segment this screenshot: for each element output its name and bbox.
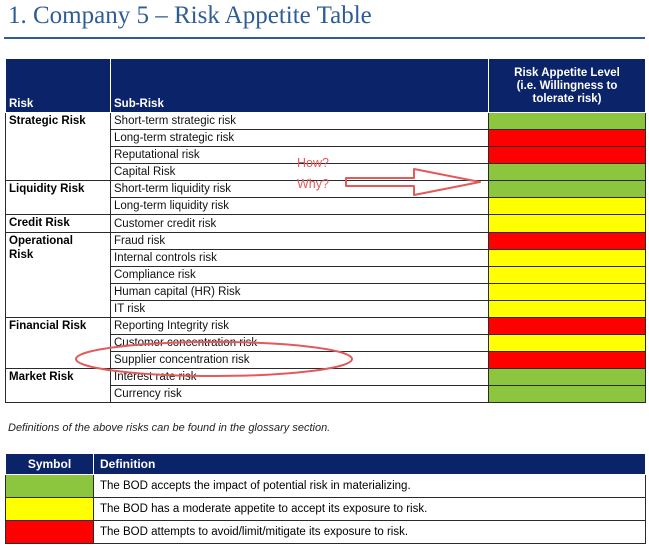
- table-row: Human capital (HR) Risk: [6, 283, 646, 301]
- sub-risk-cell: Short-term strategic risk: [110, 112, 489, 130]
- legend-row: The BOD attempts to avoid/limit/mitigate…: [5, 520, 646, 544]
- risk-appetite-table: Risk Sub-Risk Risk Appetite Level (i.e. …: [5, 58, 646, 403]
- table-row: Strategic Risk Short-term strategic risk: [5, 112, 646, 181]
- risk-level-red: [488, 146, 646, 164]
- risk-level-green: [488, 385, 646, 403]
- legend-definition: The BOD has a moderate appetite to accep…: [93, 497, 646, 521]
- legend-definition: The BOD attempts to avoid/limit/mitigate…: [93, 520, 646, 544]
- definition-column-header: Definition: [93, 453, 646, 475]
- risk-level-green: [488, 112, 646, 130]
- risk-level-red: [488, 317, 646, 335]
- risk-category-liquidity: Liquidity Risk: [5, 180, 111, 215]
- risk-level-yellow: [488, 249, 646, 267]
- risk-level-green: [488, 368, 646, 386]
- legend-table: Symbol Definition The BOD accepts the im…: [5, 453, 646, 544]
- sub-risk-cell: Reputational risk: [110, 146, 489, 164]
- risk-category-strategic: Strategic Risk: [5, 112, 111, 181]
- title-divider: [4, 37, 645, 39]
- table-row: Operational Risk Fraud risk: [5, 232, 646, 318]
- sub-risk-cell: Interest rate risk: [110, 368, 489, 386]
- legend-swatch-yellow: [5, 497, 94, 521]
- risk-level-yellow: [488, 334, 646, 352]
- risk-category-financial: Financial Risk: [5, 317, 111, 369]
- legend-swatch-red: [5, 520, 94, 544]
- table-row: Long-term strategic risk: [6, 129, 646, 147]
- risk-column-header: Risk: [5, 58, 111, 113]
- sub-risk-cell: Short-term liquidity risk: [110, 180, 489, 198]
- definitions-note: Definitions of the above risks can be fo…: [8, 422, 331, 434]
- risk-category-operational: Operational Risk: [5, 232, 111, 318]
- operational-label-line-1: Operational: [9, 235, 73, 247]
- risk-level-yellow: [488, 300, 646, 318]
- risk-appetite-header-line-1: Risk Appetite Level: [514, 67, 620, 79]
- sub-risk-cell: Capital Risk: [110, 163, 489, 181]
- table-row: Liquidity Risk Short-term liquidity risk: [5, 180, 646, 215]
- symbol-column-header: Symbol: [5, 453, 94, 475]
- legend-swatch-green: [5, 474, 94, 498]
- sub-risk-cell: Supplier concentration risk: [110, 351, 489, 369]
- sub-risk-cell: Customer credit risk: [110, 214, 489, 233]
- risk-category-credit: Credit Risk: [5, 214, 111, 233]
- sub-risk-cell: Long-term liquidity risk: [110, 197, 489, 215]
- sub-risk-cell: Internal controls risk: [110, 249, 489, 267]
- sub-risk-cell: Reporting Integrity risk: [110, 317, 489, 335]
- risk-level-red: [488, 129, 646, 147]
- sub-risk-cell: Compliance risk: [110, 266, 489, 284]
- risk-table-header-row: Risk Sub-Risk Risk Appetite Level (i.e. …: [5, 58, 646, 113]
- table-row: Internal controls risk: [6, 249, 646, 267]
- risk-level-yellow: [488, 266, 646, 284]
- sub-risk-cell: Human capital (HR) Risk: [110, 283, 489, 301]
- risk-appetite-header-line-3: tolerate risk): [532, 93, 602, 105]
- sub-risk-column-header: Sub-Risk: [110, 58, 489, 113]
- risk-level-red: [488, 351, 646, 369]
- legend-row: The BOD accepts the impact of potential …: [5, 474, 646, 498]
- risk-appetite-level-column-header: Risk Appetite Level (i.e. Willingness to…: [488, 58, 646, 113]
- legend-definition: The BOD accepts the impact of potential …: [93, 474, 646, 498]
- table-row: Market Risk Interest rate risk: [5, 368, 646, 403]
- table-row: Financial Risk Reporting Integrity risk: [5, 317, 646, 369]
- risk-level-yellow: [488, 283, 646, 301]
- table-row: Credit Risk Customer credit risk: [5, 214, 646, 233]
- risk-level-green: [488, 163, 646, 181]
- operational-label-line-2: Risk: [9, 249, 34, 261]
- risk-appetite-header-line-2: (i.e. Willingness to: [516, 80, 618, 92]
- legend-row: The BOD has a moderate appetite to accep…: [5, 497, 646, 521]
- risk-level-red: [488, 232, 646, 250]
- sub-risk-cell: Long-term strategic risk: [110, 129, 489, 147]
- page-title: 1. Company 5 – Risk Appetite Table: [8, 2, 372, 29]
- table-row: Currency risk: [6, 385, 646, 403]
- risk-level-yellow: [488, 197, 646, 215]
- risk-level-green: [488, 180, 646, 198]
- sub-risk-cell: IT risk: [110, 300, 489, 318]
- risk-category-market: Market Risk: [5, 368, 111, 403]
- sub-risk-cell: Customer concentration risk: [110, 334, 489, 352]
- risk-level-yellow: [488, 214, 646, 233]
- sub-risk-cell: Fraud risk: [110, 232, 489, 250]
- legend-header-row: Symbol Definition: [5, 453, 646, 475]
- sub-risk-cell: Currency risk: [110, 385, 489, 403]
